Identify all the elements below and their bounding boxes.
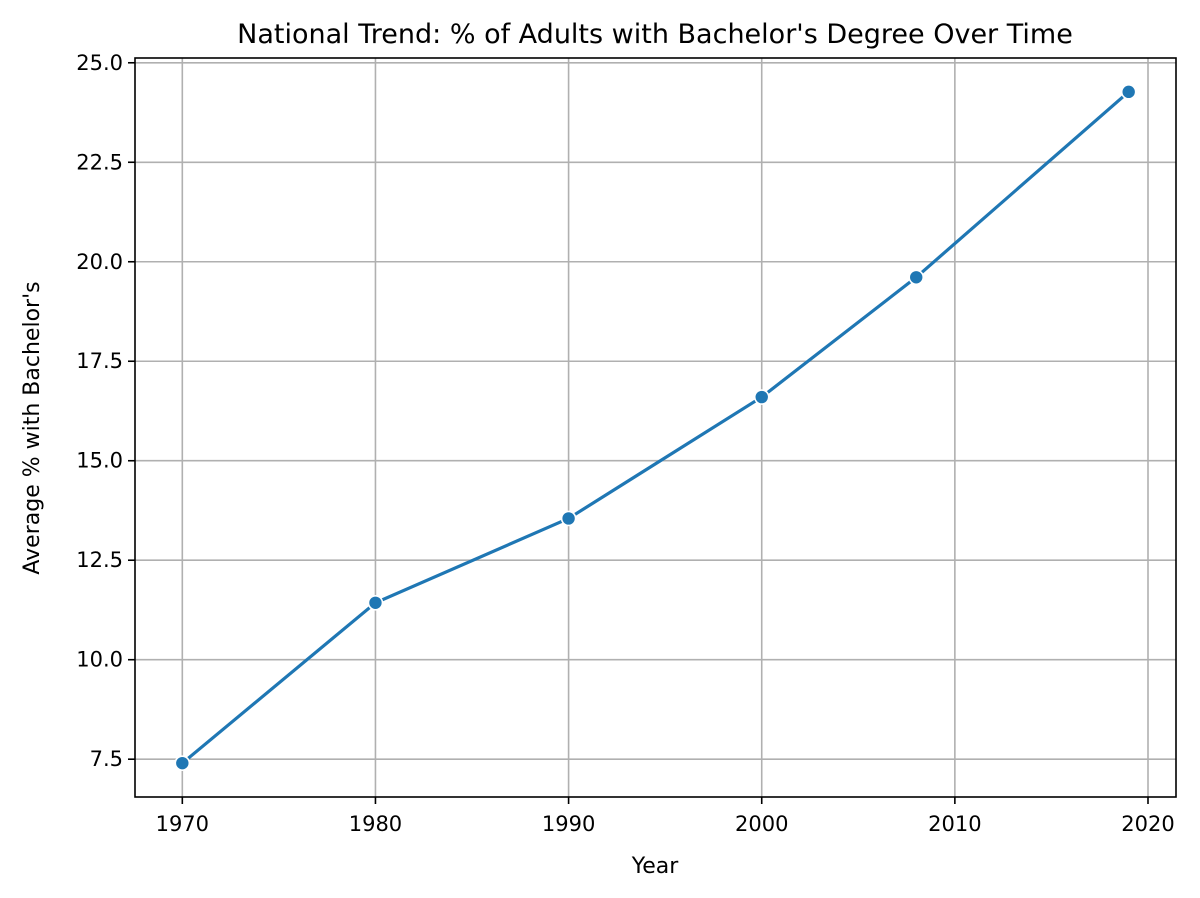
data-point [174, 755, 191, 771]
x-axis: 1970 1980 1990 2000 2010 2020 [156, 797, 1175, 836]
data-point [753, 389, 770, 405]
x-tick-label: 2000 [735, 812, 788, 836]
y-tick-label: 17.5 [76, 349, 123, 373]
x-tick-label: 1990 [542, 812, 595, 836]
x-axis-label: Year [631, 854, 680, 879]
data-point [908, 269, 925, 286]
y-axis-label: Average % with Bachelor's [20, 281, 45, 574]
x-tick-label: 1980 [349, 812, 402, 836]
series-layer [174, 84, 1137, 771]
y-tick-label: 12.5 [76, 548, 123, 572]
x-tick-label: 1970 [156, 812, 209, 836]
data-point [1120, 84, 1137, 100]
grid [135, 58, 1176, 797]
data-point [367, 594, 384, 611]
y-tick-label: 20.0 [76, 250, 123, 274]
series-line [180, 90, 1131, 765]
x-tick-label: 2010 [928, 812, 981, 836]
data-point [560, 510, 577, 527]
y-axis: 7.5 10.0 12.5 15.0 17.5 20.0 22.5 25.0 [76, 51, 135, 771]
y-tick-label: 15.0 [76, 449, 123, 473]
plot-frame [134, 57, 1177, 798]
y-tick-label: 7.5 [90, 747, 123, 771]
x-tick-label: 2020 [1121, 812, 1174, 836]
y-tick-label: 25.0 [76, 51, 123, 75]
y-tick-label: 22.5 [76, 150, 123, 174]
chart-title: National Trend: % of Adults with Bachelo… [237, 19, 1073, 50]
y-tick-label: 10.0 [76, 648, 123, 672]
